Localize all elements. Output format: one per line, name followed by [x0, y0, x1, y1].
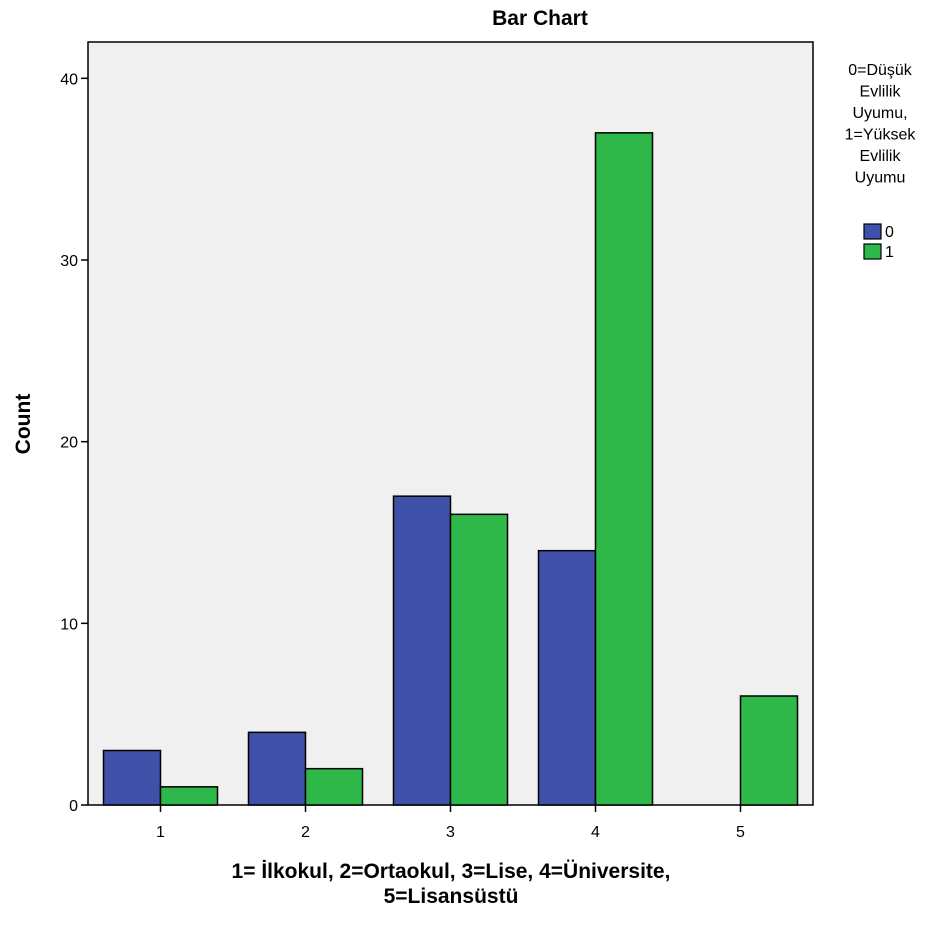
legend-swatch-0 — [863, 223, 882, 240]
bar-series-1-cat-4 — [594, 132, 654, 806]
chart-title: Bar Chart — [492, 7, 588, 30]
legend-label-1: 1 — [885, 244, 894, 261]
bar-series-0-cat-3 — [392, 495, 452, 806]
bar-series-1-cat-5 — [739, 695, 799, 806]
bars-group — [102, 132, 799, 806]
legend-swatch-1 — [863, 243, 882, 260]
legend: 0=Düşük Evlilik Uyumu, 1=Yüksek Evlilik Uyumu… — [845, 62, 917, 261]
legend-title-line: 1=Yüksek — [845, 127, 917, 144]
legend-title-line: 0=Düşük — [848, 62, 913, 79]
bar-series-0-cat-4 — [537, 549, 597, 806]
y-axis: 0 10 20 30 40 — [60, 71, 88, 815]
legend-title-line: Evlilik — [860, 84, 902, 101]
legend-title-line: Uyumu, — [852, 105, 907, 122]
legend-title-line: Evlilik — [860, 148, 902, 165]
x-tick-label: 4 — [591, 824, 600, 841]
bar-series-0-cat-2 — [247, 731, 307, 806]
x-tick-label: 2 — [301, 824, 310, 841]
x-axis-title-line1: 1= İlkokul, 2=Ortaokul, 3=Lise, 4=Üniver… — [232, 860, 671, 883]
legend-label-0: 0 — [885, 224, 894, 241]
y-tick-label: 0 — [69, 798, 78, 815]
bar-series-0-cat-1 — [102, 749, 162, 806]
y-tick-label: 40 — [60, 71, 78, 88]
y-tick-label: 20 — [60, 435, 78, 452]
y-axis-title: Count — [12, 394, 35, 455]
x-tick-label: 3 — [446, 824, 455, 841]
legend-title-line: Uyumu — [855, 170, 906, 187]
x-tick-label: 1 — [156, 824, 165, 841]
x-axis-title-line2: 5=Lisansüstü — [384, 885, 519, 908]
bar-series-1-cat-1 — [159, 786, 219, 806]
x-tick-label: 5 — [736, 824, 745, 841]
bar-series-1-cat-3 — [449, 513, 509, 806]
y-tick-label: 10 — [60, 616, 78, 633]
bar-series-1-cat-2 — [304, 767, 364, 806]
x-axis: 1 2 3 4 5 — [156, 805, 745, 841]
y-tick-label: 30 — [60, 253, 78, 270]
